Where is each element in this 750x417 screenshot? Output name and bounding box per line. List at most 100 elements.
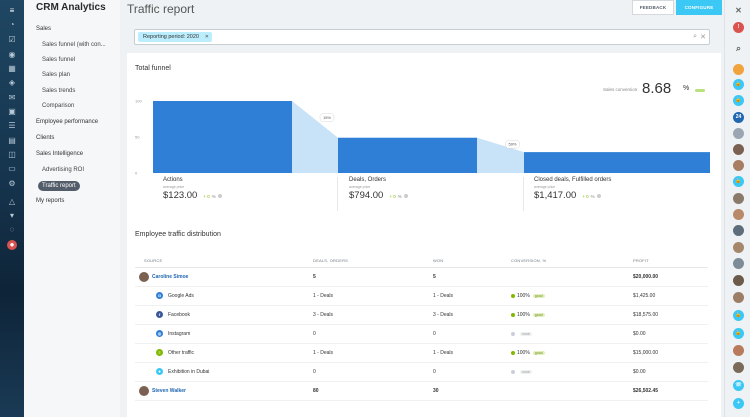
lock-icon[interactable]: 🔒 <box>733 310 744 321</box>
col-won[interactable]: WON <box>433 258 444 263</box>
deals-note: - Deals <box>317 312 334 318</box>
analytics-icon[interactable]: ▤ <box>8 136 16 145</box>
y-tick-label: 100 <box>135 99 142 104</box>
info-icon[interactable] <box>596 194 601 198</box>
won-cell: 1 - Deals <box>433 350 453 356</box>
user-icon[interactable]: △ <box>8 197 16 206</box>
nav-my-reports[interactable]: My reports <box>36 198 65 204</box>
store-icon[interactable]: ▭ <box>8 164 16 173</box>
col-conversion[interactable]: CONVERSION, % <box>511 258 547 263</box>
deals-cell: 5 <box>313 274 316 280</box>
more-icon[interactable]: ▾ <box>9 211 14 220</box>
lock-icon[interactable]: 🔒 <box>733 176 744 187</box>
tasks-icon[interactable]: ☑ <box>8 35 16 44</box>
calendar-icon[interactable]: ▦ <box>8 64 16 73</box>
won-value: 30 <box>433 388 439 394</box>
stage-name: Actions <box>163 177 183 183</box>
funnel-connector <box>292 101 338 173</box>
search-icon[interactable]: ⌕ <box>693 33 697 40</box>
nav-sales-plan[interactable]: Sales plan <box>42 72 71 78</box>
stage-divider <box>337 177 338 211</box>
lock-icon[interactable]: 🔒 <box>733 95 744 106</box>
stage-delta: + 0 <box>582 194 589 199</box>
employee-name[interactable]: Steven Walker <box>152 388 186 394</box>
nav-advertising-roi[interactable]: Advertising ROI <box>42 167 85 173</box>
profit-cell: $20,000.00 <box>633 274 659 280</box>
nav-sales-funnel[interactable]: Sales funnel <box>42 57 76 63</box>
nav-comparison[interactable]: Comparison <box>42 103 75 109</box>
report-card: Total funnel Sales conversion 8.68 % 100… <box>127 53 721 417</box>
sites-icon[interactable]: ◫ <box>8 150 16 159</box>
stage-value: $1,417.00 + 0% <box>534 190 611 201</box>
source-icon: ≡ <box>156 349 163 356</box>
employee-name[interactable]: Caroline Simoe <box>152 274 189 280</box>
avatar[interactable] <box>733 209 744 220</box>
nav-clients[interactable]: Clients <box>36 135 55 141</box>
lock-icon[interactable]: 🔒 <box>733 328 744 339</box>
record-icon[interactable]: ● <box>7 240 17 250</box>
clear-icon[interactable]: ✕ <box>700 34 706 41</box>
source-icon: ✦ <box>156 368 163 375</box>
avatar[interactable] <box>733 128 744 139</box>
won-value: 3 <box>433 312 436 318</box>
activity-icon[interactable]: ◔ <box>9 20 15 29</box>
row-divider <box>135 343 708 344</box>
conversion-value: 8.68 <box>642 80 672 97</box>
help-icon[interactable]: ◌ <box>9 225 15 234</box>
stage-sub: average price <box>349 185 371 189</box>
nav-employee-performance[interactable]: Employee performance <box>36 119 99 125</box>
avatar[interactable] <box>139 386 149 396</box>
nav-sales-trends[interactable]: Sales trends <box>42 88 76 94</box>
phone-icon[interactable]: ☏ <box>733 380 744 391</box>
nav-sales-funnel-conv[interactable]: Sales funnel (with con... <box>42 42 106 48</box>
stage-value: $123.00 + 0% <box>163 190 222 201</box>
won-value: 0 <box>433 369 436 375</box>
col-source[interactable]: SOURCE <box>144 258 163 263</box>
notifications-icon[interactable]: ! <box>733 22 744 33</box>
chat-icon[interactable]: ◉ <box>8 50 16 59</box>
filter-search-bar[interactable]: Reporting period: 2020 ✕ ⌕ ✕ <box>134 29 710 45</box>
filter-tag[interactable]: Reporting period: 2020 ✕ <box>138 32 212 42</box>
avatar[interactable] <box>733 144 744 155</box>
avatar[interactable] <box>733 242 744 253</box>
menu-icon[interactable]: ≡ <box>9 6 15 15</box>
deals-cell: 3 - Deals <box>313 312 333 318</box>
won-note: - Deals <box>437 293 454 299</box>
avatar[interactable] <box>733 362 744 373</box>
feedback-button[interactable]: FEEDBACK <box>632 0 674 15</box>
avatar[interactable] <box>733 275 744 286</box>
settings-icon[interactable]: ⚙ <box>8 179 16 188</box>
mail-icon[interactable]: ✉ <box>8 93 16 102</box>
nav-sales-intelligence[interactable]: Sales Intelligence <box>36 151 84 157</box>
notification-badge[interactable]: 24 <box>733 112 744 123</box>
avatar[interactable] <box>733 258 744 269</box>
info-icon[interactable] <box>403 194 408 198</box>
avatar[interactable] <box>733 292 744 303</box>
avatar[interactable] <box>139 272 149 282</box>
app-title: CRM Analytics <box>36 2 106 13</box>
crm-icon[interactable]: ◈ <box>8 78 16 87</box>
configure-button[interactable]: CONFIGURE <box>676 0 722 15</box>
right-panel: ✕ ! ⌕ 🔒 🔒 24 🔒 🔒 🔒 ☏ + <box>724 0 750 417</box>
avatar[interactable] <box>733 225 744 236</box>
info-icon[interactable] <box>217 194 222 198</box>
deals-note: - Deals <box>317 293 334 299</box>
col-profit[interactable]: PROFIT <box>633 258 649 263</box>
source-row: G Google Ads 1 - Deals 1 - Deals 100% good $1,… <box>135 287 708 306</box>
groups-icon[interactable]: ☰ <box>8 121 16 130</box>
profit-cell: $18,575.00 <box>633 312 659 318</box>
avatar[interactable] <box>733 345 744 356</box>
nav-traffic-report[interactable]: Traffic report <box>38 181 80 191</box>
avatar[interactable] <box>733 64 744 75</box>
close-icon[interactable]: ✕ <box>735 6 742 15</box>
drive-icon[interactable]: ▣ <box>8 107 16 116</box>
add-icon[interactable]: + <box>733 398 744 409</box>
remove-filter-icon[interactable]: ✕ <box>204 34 209 40</box>
lock-icon[interactable]: 🔒 <box>733 79 744 90</box>
col-deals[interactable]: DEALS, ORDERS <box>313 258 349 263</box>
nav-sales[interactable]: Sales <box>36 26 52 32</box>
conversion-badge: good <box>532 293 545 298</box>
avatar[interactable] <box>733 160 744 171</box>
search-icon[interactable]: ⌕ <box>735 43 742 53</box>
avatar[interactable] <box>733 193 744 204</box>
